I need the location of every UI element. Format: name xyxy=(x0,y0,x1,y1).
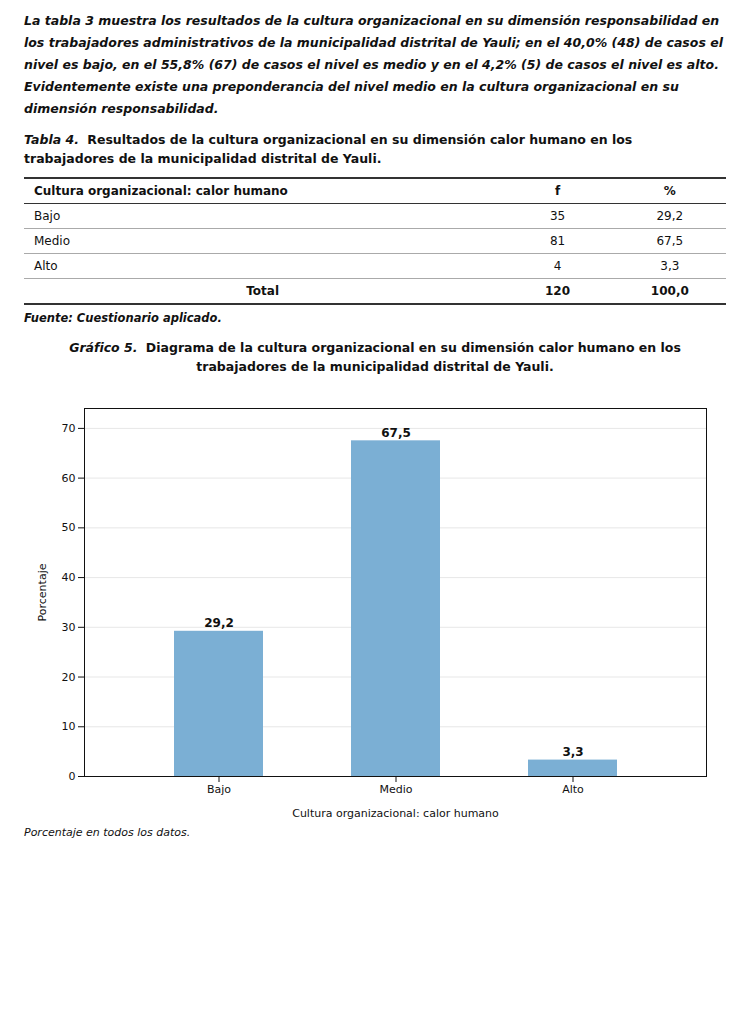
html-text:Cultura organizacional: calor: Cultura organizacional: calor humano xyxy=(34,183,288,198)
svg-text:40: 40 xyxy=(62,571,76,584)
html-text:f: f xyxy=(554,183,561,198)
svg-text:50: 50 xyxy=(62,522,76,535)
html-text:Gráfico 5. Diagrama de la cult: Gráfico 5. Diagrama de la cultura organi… xyxy=(69,339,681,374)
html-text:Fuente: Cuestionario aplicado.: Fuente: Cuestionario aplicado. xyxy=(24,310,222,325)
html-text:120: 120 xyxy=(545,283,570,298)
svg-text:29,2: 29,2 xyxy=(204,617,234,631)
html-text:3,3: 3,3 xyxy=(660,258,680,273)
html-text:35: 35 xyxy=(549,208,566,223)
html-text:Alto: Alto xyxy=(34,258,58,273)
svg-text:60: 60 xyxy=(62,472,76,485)
svg-text:70: 70 xyxy=(62,422,76,435)
html-text:81: 81 xyxy=(549,233,566,248)
html-text:29,2: 29,2 xyxy=(656,208,684,223)
svg-text:Cultura organizacional: calor: Cultura organizacional: calor humano xyxy=(292,807,499,820)
svg-text:Medio: Medio xyxy=(379,784,412,797)
svg-text:Alto: Alto xyxy=(562,784,584,797)
html-text:4: 4 xyxy=(553,258,562,273)
svg-text:20: 20 xyxy=(62,671,76,684)
html-text:67,5: 67,5 xyxy=(656,233,684,248)
html-text:Tabla 4. Resultados de la cult: Tabla 4. Resultados de la cultura organi… xyxy=(24,132,633,167)
svg-text:Bajo: Bajo xyxy=(207,784,231,797)
html-text:Total: Total xyxy=(246,283,280,298)
svg-text:30: 30 xyxy=(62,621,76,634)
html-text:La tabla 3 muestra los resulta: La tabla 3 muestra los resultados de la … xyxy=(24,13,723,116)
html-text:100,0: 100,0 xyxy=(650,283,689,298)
html-text:Medio: Medio xyxy=(34,233,70,248)
svg-text:10: 10 xyxy=(62,721,76,734)
svg-text:67,5: 67,5 xyxy=(381,426,411,440)
html-text:Porcentaje en todos los datos.: Porcentaje en todos los datos. xyxy=(24,826,191,840)
svg-text:3,3: 3,3 xyxy=(562,745,583,759)
svg-text:0: 0 xyxy=(69,770,76,783)
svg-text:Porcentaje: Porcentaje xyxy=(36,564,49,622)
html-text:Bajo: Bajo xyxy=(34,208,61,223)
